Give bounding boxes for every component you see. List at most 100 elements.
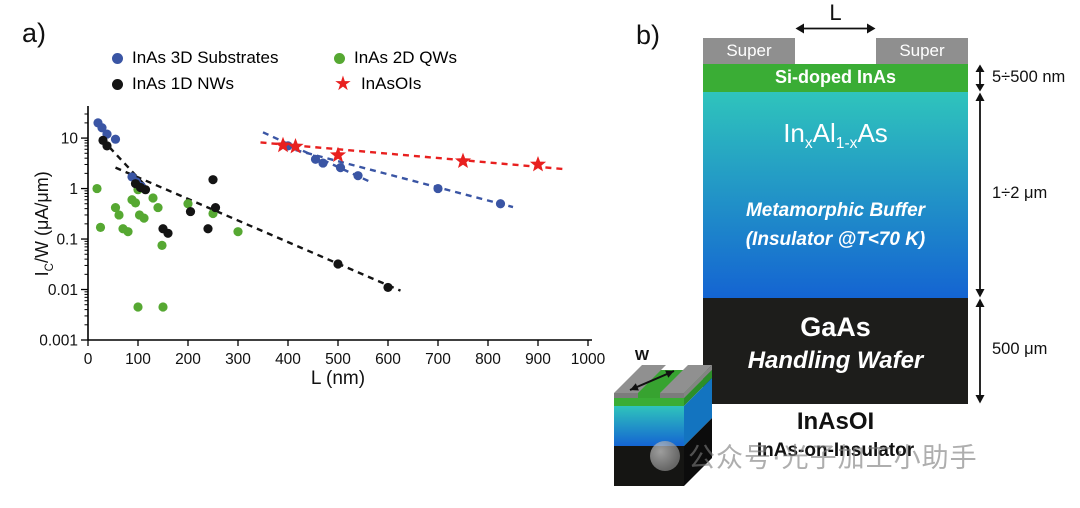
- substrate-name: GaAs: [800, 312, 871, 342]
- data-point: [140, 185, 151, 195]
- data-point: [203, 224, 213, 234]
- circle-marker-icon: [112, 52, 123, 64]
- y-tick-label: 0.01: [48, 282, 78, 299]
- data-point: [185, 206, 196, 217]
- width-label: W: [635, 347, 650, 364]
- y-tick-label: 10: [61, 131, 79, 148]
- data-point: [335, 163, 346, 173]
- data-point: [95, 222, 106, 233]
- contact-left: Super: [703, 38, 795, 64]
- data-point: [110, 134, 121, 144]
- cube-contact-left-front: [614, 393, 638, 398]
- x-tick-label: 1000: [571, 351, 606, 368]
- x-tick-label: 600: [375, 351, 401, 368]
- x-tick-label: 700: [425, 351, 451, 368]
- x-tick-label: 300: [225, 351, 251, 368]
- cube-contact-right-top: [660, 365, 712, 393]
- x-axis-label: L (nm): [310, 368, 366, 389]
- layer-substrate: GaAs Handling Wafer: [703, 298, 968, 404]
- data-point: [97, 123, 107, 133]
- x-tick-label: 500: [325, 351, 351, 368]
- trend-line: [260, 141, 568, 171]
- y-tick-label: 1: [69, 181, 78, 198]
- layer-buffer: InxAl1-xAs Metamorphic Buffer (Insulator…: [703, 92, 968, 298]
- contact-right: Super: [876, 38, 968, 64]
- data-point-star: [454, 152, 472, 168]
- cube-contact-right-front: [660, 393, 684, 398]
- chart-legend: InAs 3D Substrates InAs 2D QWs InAs 1D N…: [112, 48, 457, 94]
- legend-label: InAsOIs: [360, 74, 422, 93]
- legend-item-1d-nws: InAs 1D NWs: [112, 74, 334, 94]
- y-tick-label: 0.1: [56, 232, 78, 249]
- data-point: [495, 199, 506, 209]
- data-point-star: [274, 136, 292, 153]
- cube-contact-left-top: [614, 365, 666, 393]
- panel-a-label: a): [22, 18, 47, 48]
- data-point: [210, 202, 221, 213]
- legend-item-2d-qws: InAs 2D QWs: [334, 48, 457, 68]
- data-point: [130, 198, 141, 208]
- data-point: [153, 202, 163, 213]
- panel-b-label: b): [636, 20, 661, 50]
- substrate-role: Handling Wafer: [747, 347, 924, 374]
- x-tick-label: 200: [175, 351, 201, 368]
- data-point: [208, 175, 218, 185]
- circle-marker-icon: [334, 52, 345, 64]
- scatter-plot: 0 100 200 300 400 500 600 700 800 900 1000 10 1 0.1 0.…: [40, 106, 606, 368]
- data-point: [123, 227, 133, 237]
- data-point: [433, 183, 443, 194]
- data-point: [183, 199, 193, 209]
- data-point: [158, 302, 168, 312]
- cube-contact-right-side: [684, 365, 712, 398]
- buffer-formula: InxAl1-xAs: [783, 118, 888, 153]
- buffer-condition: (Insulator @T<70 K): [745, 229, 926, 250]
- data-point: [318, 158, 328, 168]
- data-point: [102, 141, 112, 151]
- cube-inas-side: [684, 370, 712, 406]
- x-tick-label: 800: [475, 351, 501, 368]
- watermark-text: 公众号·光子加工小助手: [688, 443, 978, 474]
- caption-title: InAsOI: [796, 408, 875, 435]
- data-point: [92, 183, 102, 194]
- data-point: [233, 227, 243, 237]
- cube-substrate-side: [684, 418, 712, 486]
- data-point: [114, 210, 124, 220]
- gate-length-label: L: [829, 0, 842, 25]
- x-tick-label: 900: [525, 351, 551, 368]
- legend-item-3d-substrates: InAs 3D Substrates: [112, 48, 334, 68]
- thickness-arrow-channel-icon: [975, 64, 985, 92]
- circle-marker-icon: [112, 78, 123, 90]
- watermark-logo-icon: [650, 440, 680, 471]
- caption-subtitle: InAs-on-Insulator: [756, 440, 915, 461]
- layer-si-doped-inas: Si-doped InAs: [703, 64, 968, 92]
- channel-thickness: 5÷500 nm: [992, 68, 1066, 86]
- substrate-thickness: 500 μm: [992, 340, 1048, 358]
- data-point: [163, 228, 173, 238]
- cube-inas-front: [614, 398, 684, 406]
- cube-buffer-front: [614, 406, 684, 446]
- legend-label: InAs 3D Substrates: [132, 48, 279, 67]
- thickness-arrow-substrate-icon: [975, 298, 985, 404]
- gate-length-arrow-icon: [795, 23, 876, 34]
- data-point: [133, 302, 143, 312]
- legend-label: InAs 2D QWs: [354, 48, 457, 67]
- data-point: [353, 171, 363, 181]
- data-point: [333, 259, 343, 269]
- data-point: [139, 213, 149, 223]
- trend-line: [115, 166, 401, 292]
- data-point-star: [529, 156, 547, 172]
- data-point-star: [329, 146, 347, 162]
- x-tick-label: 100: [125, 351, 151, 368]
- width-arrow-head: [630, 383, 639, 391]
- data-point: [157, 240, 167, 250]
- legend-item-inasois: ★ InAsOIs: [334, 74, 457, 94]
- legend-label: InAs 1D NWs: [132, 74, 235, 93]
- y-tick-label: 0.001: [40, 333, 78, 350]
- data-point: [148, 193, 158, 203]
- buffer-thickness: 1÷2 μm: [992, 184, 1048, 202]
- trend-line: [295, 148, 514, 209]
- contact-label: Super: [726, 41, 772, 60]
- width-arrow-head: [665, 370, 674, 378]
- data-point: [383, 282, 393, 293]
